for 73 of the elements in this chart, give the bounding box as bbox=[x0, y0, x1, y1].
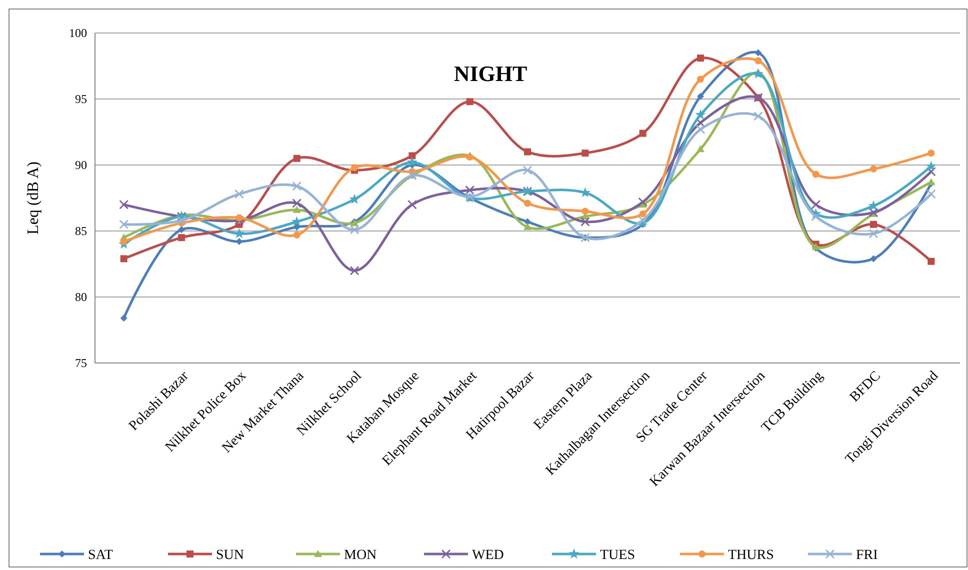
legend-label: SUN bbox=[216, 548, 244, 563]
point bbox=[582, 208, 589, 215]
legend-label: FRI bbox=[856, 548, 878, 563]
point bbox=[811, 212, 820, 221]
point bbox=[697, 76, 704, 83]
point bbox=[524, 148, 531, 156]
point bbox=[178, 226, 185, 234]
point bbox=[408, 152, 416, 160]
point bbox=[926, 160, 936, 171]
legend-label: SAT bbox=[88, 548, 114, 563]
point bbox=[236, 238, 243, 246]
point bbox=[870, 220, 877, 228]
point bbox=[754, 57, 762, 64]
point bbox=[120, 255, 128, 262]
point bbox=[351, 164, 358, 172]
point bbox=[523, 166, 532, 175]
point bbox=[120, 238, 128, 246]
point bbox=[119, 200, 128, 210]
point bbox=[120, 314, 128, 322]
point bbox=[639, 130, 646, 137]
point bbox=[869, 229, 878, 238]
point bbox=[638, 216, 648, 225]
y-tick-label: 100 bbox=[69, 26, 87, 40]
point bbox=[234, 228, 244, 238]
point bbox=[406, 156, 418, 167]
point bbox=[870, 255, 877, 262]
point bbox=[293, 154, 300, 162]
legend-label: TUES bbox=[600, 548, 635, 563]
point bbox=[234, 190, 244, 199]
point bbox=[812, 170, 820, 178]
point bbox=[349, 194, 360, 204]
legend-label: WED bbox=[472, 548, 504, 563]
text: NIGHT bbox=[454, 61, 528, 86]
y-tick-label: 90 bbox=[75, 158, 87, 172]
point bbox=[350, 266, 359, 276]
point bbox=[350, 225, 359, 234]
point bbox=[524, 223, 532, 230]
point bbox=[177, 216, 186, 225]
point bbox=[524, 200, 531, 207]
y-tick-label: 80 bbox=[75, 290, 87, 304]
point bbox=[292, 198, 302, 208]
point bbox=[870, 165, 877, 172]
point bbox=[178, 234, 185, 242]
legend-label: THURS bbox=[728, 548, 774, 563]
point bbox=[119, 220, 128, 229]
point bbox=[524, 218, 531, 226]
y-axis-title: Leq (dB A) bbox=[25, 162, 42, 234]
point bbox=[696, 124, 705, 134]
point bbox=[292, 206, 301, 213]
point bbox=[580, 217, 590, 226]
point bbox=[638, 197, 648, 206]
point bbox=[466, 98, 474, 106]
point bbox=[582, 150, 589, 157]
point bbox=[928, 150, 935, 157]
point bbox=[293, 231, 300, 238]
point bbox=[697, 92, 704, 100]
point bbox=[408, 200, 417, 210]
y-tick-label: 85 bbox=[75, 224, 87, 238]
y-tick-label: 75 bbox=[75, 356, 87, 370]
point bbox=[928, 258, 935, 265]
point bbox=[752, 68, 764, 78]
point bbox=[926, 190, 936, 199]
point bbox=[811, 200, 820, 210]
point bbox=[293, 224, 300, 231]
point bbox=[696, 145, 704, 152]
point bbox=[754, 49, 762, 56]
point bbox=[754, 112, 763, 121]
point bbox=[639, 210, 646, 218]
point bbox=[695, 109, 706, 120]
point bbox=[292, 182, 302, 191]
y-tick-label: 95 bbox=[75, 92, 87, 106]
point bbox=[697, 54, 704, 62]
legend-label: MON bbox=[344, 548, 377, 563]
